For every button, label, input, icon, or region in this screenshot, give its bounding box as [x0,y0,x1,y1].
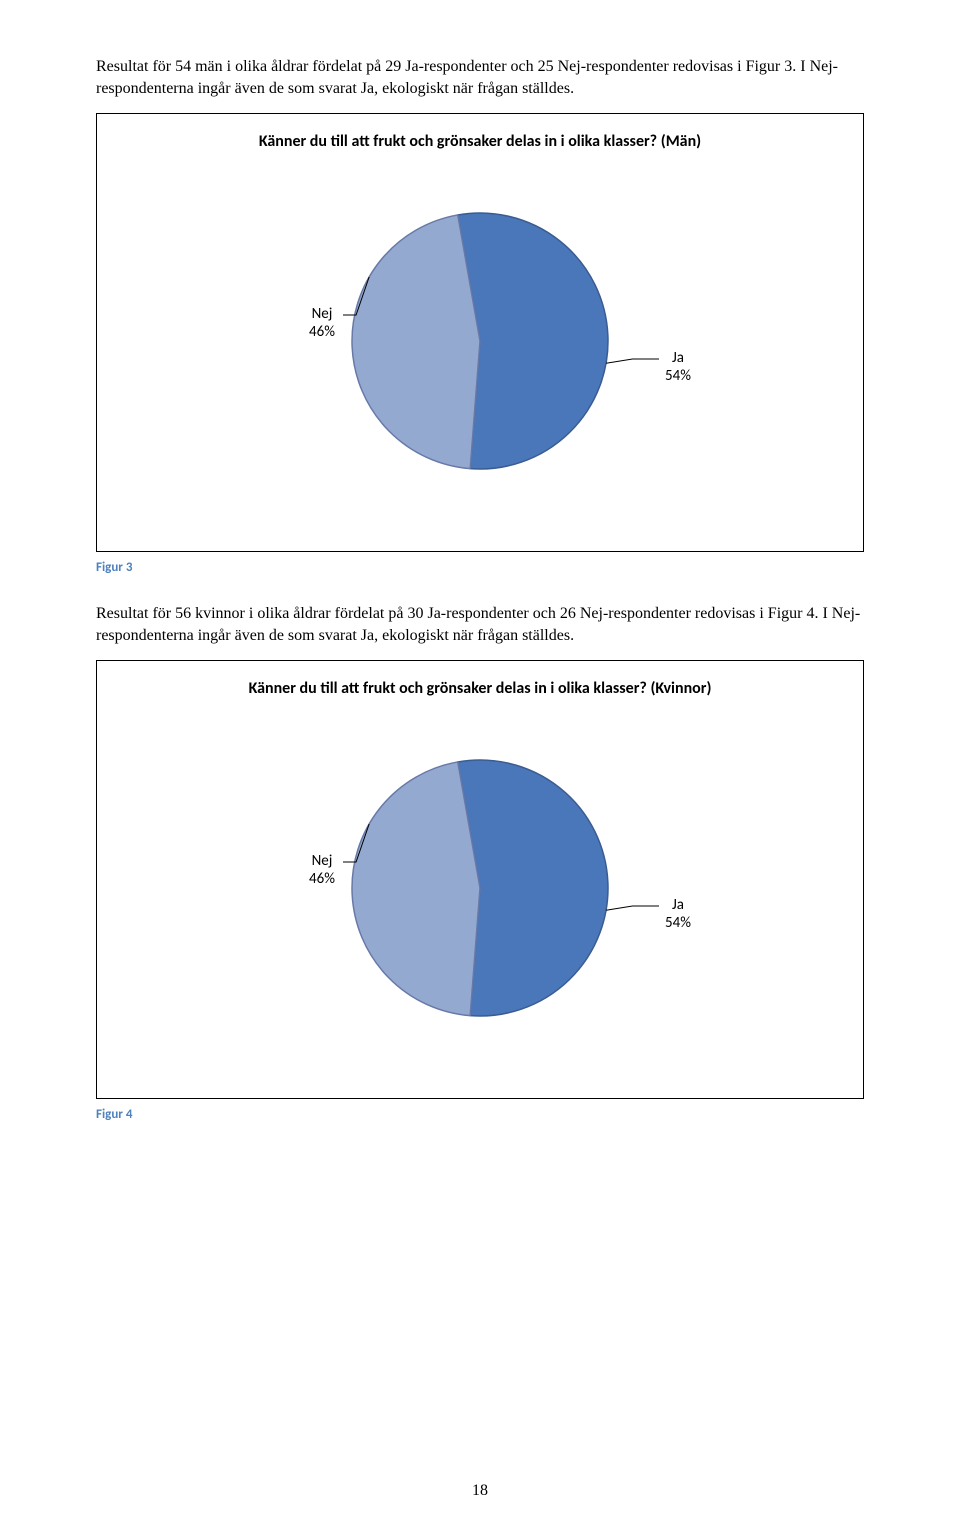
paragraph-2: Resultat för 56 kvinnor i olika åldrar f… [96,603,864,646]
pie-slice-nej [352,215,480,469]
pie-label-ja: Ja54% [665,896,691,932]
page-number: 18 [0,1482,960,1500]
chart-box-men: Känner du till att frukt och grönsaker d… [96,113,864,552]
figure-caption-4: Figur 4 [96,1107,864,1122]
pie-wrap-men: Nej46% Ja54% [121,211,839,511]
pie-wrap-women: Nej46% Ja54% [121,758,839,1058]
pie-slice-nej [352,762,480,1016]
pie-label-nej: Nej46% [309,852,335,888]
pie-label-nej: Nej46% [309,305,335,341]
paragraph-1: Resultat för 54 män i olika åldrar förde… [96,56,864,99]
pie-label-ja: Ja54% [665,349,691,385]
chart-title-men: Känner du till att frukt och grönsaker d… [121,132,839,151]
chart-box-women: Känner du till att frukt och grönsaker d… [96,660,864,1099]
chart-title-women: Känner du till att frukt och grönsaker d… [121,679,839,698]
figure-caption-3: Figur 3 [96,560,864,575]
